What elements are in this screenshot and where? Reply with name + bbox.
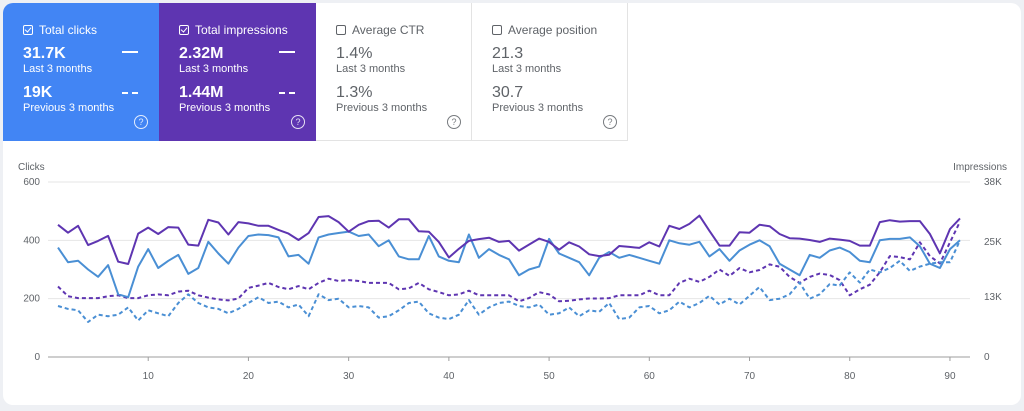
y-tick-label: 0 bbox=[34, 352, 40, 363]
metric-period-current: Last 3 months bbox=[492, 63, 562, 75]
x-tick-label: 80 bbox=[844, 371, 856, 382]
metric-card-average-ctr[interactable]: Average CTR 1.4% Last 3 months 1.3% Prev… bbox=[316, 3, 472, 141]
y2-tick-label: 25K bbox=[984, 237, 1002, 248]
dashed-line-legend-icon bbox=[122, 92, 138, 94]
y-tick-label: 600 bbox=[23, 177, 40, 188]
y-axis-right-ticks: 0 13K 25K 38K bbox=[984, 177, 1002, 363]
metric-period-previous: Previous 3 months bbox=[492, 102, 584, 114]
dashed-line-legend-icon bbox=[279, 92, 295, 94]
metric-value-previous: 30.7 bbox=[492, 84, 524, 101]
chart-series bbox=[57, 214, 961, 323]
metric-period-current: Last 3 months bbox=[179, 63, 249, 75]
metric-value-current: 21.3 bbox=[492, 45, 524, 62]
help-icon[interactable]: ? bbox=[447, 115, 461, 129]
x-tick-label: 40 bbox=[443, 371, 455, 382]
series-line-clicks-previous bbox=[57, 239, 961, 323]
metric-period-current: Last 3 months bbox=[336, 63, 406, 75]
x-tick-label: 60 bbox=[644, 371, 656, 382]
metric-label: Total impressions bbox=[195, 23, 288, 37]
y-tick-label: 200 bbox=[23, 294, 40, 305]
performance-panel: Total clicks 31.7K Last 3 months 19K Pre… bbox=[3, 3, 1021, 405]
metric-value-previous: 19K bbox=[23, 84, 53, 101]
checkbox-checked-icon[interactable] bbox=[179, 25, 189, 35]
series-line-impressions-previous bbox=[57, 221, 961, 303]
card-header: Total impressions bbox=[179, 23, 315, 37]
series-line-impressions-current bbox=[57, 214, 961, 265]
help-icon[interactable]: ? bbox=[291, 115, 305, 129]
y-tick-label: 400 bbox=[23, 235, 40, 246]
metric-period-previous: Previous 3 months bbox=[23, 102, 115, 114]
card-header: Total clicks bbox=[23, 23, 158, 37]
y-axis-left-ticks: 0 200 400 600 bbox=[23, 177, 40, 363]
metric-period-current: Last 3 months bbox=[23, 63, 93, 75]
solid-line-legend-icon bbox=[122, 51, 138, 53]
metric-value-current: 31.7K bbox=[23, 45, 66, 62]
metric-card-average-position[interactable]: Average position 21.3 Last 3 months 30.7… bbox=[472, 3, 628, 141]
x-tick-label: 20 bbox=[243, 371, 255, 382]
card-header: Average position bbox=[492, 23, 627, 37]
help-icon[interactable]: ? bbox=[134, 115, 148, 129]
x-tick-label: 90 bbox=[944, 371, 956, 382]
y2-tick-label: 0 bbox=[984, 352, 990, 363]
y2-tick-label: 38K bbox=[984, 177, 1002, 188]
metric-label: Total clicks bbox=[39, 23, 98, 37]
x-tick-label: 50 bbox=[544, 371, 556, 382]
checkbox-checked-icon[interactable] bbox=[23, 25, 33, 35]
metric-label: Average position bbox=[508, 23, 598, 37]
help-icon[interactable]: ? bbox=[603, 115, 617, 129]
metric-label: Average CTR bbox=[352, 23, 425, 37]
x-axis-ticks: 10 20 30 40 50 60 70 80 90 bbox=[143, 357, 956, 382]
y2-tick-label: 13K bbox=[984, 292, 1002, 303]
metric-period-previous: Previous 3 months bbox=[336, 102, 428, 114]
metric-cards: Total clicks 31.7K Last 3 months 19K Pre… bbox=[3, 3, 628, 141]
series-line-clicks-current bbox=[57, 230, 961, 299]
metric-value-current: 2.32M bbox=[179, 45, 224, 62]
y-axis-title-right: Impressions bbox=[953, 162, 1007, 173]
y-axis-title-left: Clicks bbox=[18, 162, 45, 173]
metric-value-previous: 1.44M bbox=[179, 84, 224, 101]
x-tick-label: 30 bbox=[343, 371, 355, 382]
metric-period-previous: Previous 3 months bbox=[179, 102, 271, 114]
metric-value-current: 1.4% bbox=[336, 45, 373, 62]
card-header: Average CTR bbox=[336, 23, 471, 37]
checkbox-unchecked-icon[interactable] bbox=[492, 25, 502, 35]
checkbox-unchecked-icon[interactable] bbox=[336, 25, 346, 35]
solid-line-legend-icon bbox=[279, 51, 295, 53]
metric-card-total-impressions[interactable]: Total impressions 2.32M Last 3 months 1.… bbox=[159, 3, 316, 141]
x-tick-label: 70 bbox=[744, 371, 756, 382]
metric-card-total-clicks[interactable]: Total clicks 31.7K Last 3 months 19K Pre… bbox=[3, 3, 159, 141]
metric-value-previous: 1.3% bbox=[336, 84, 373, 101]
x-tick-label: 10 bbox=[143, 371, 155, 382]
